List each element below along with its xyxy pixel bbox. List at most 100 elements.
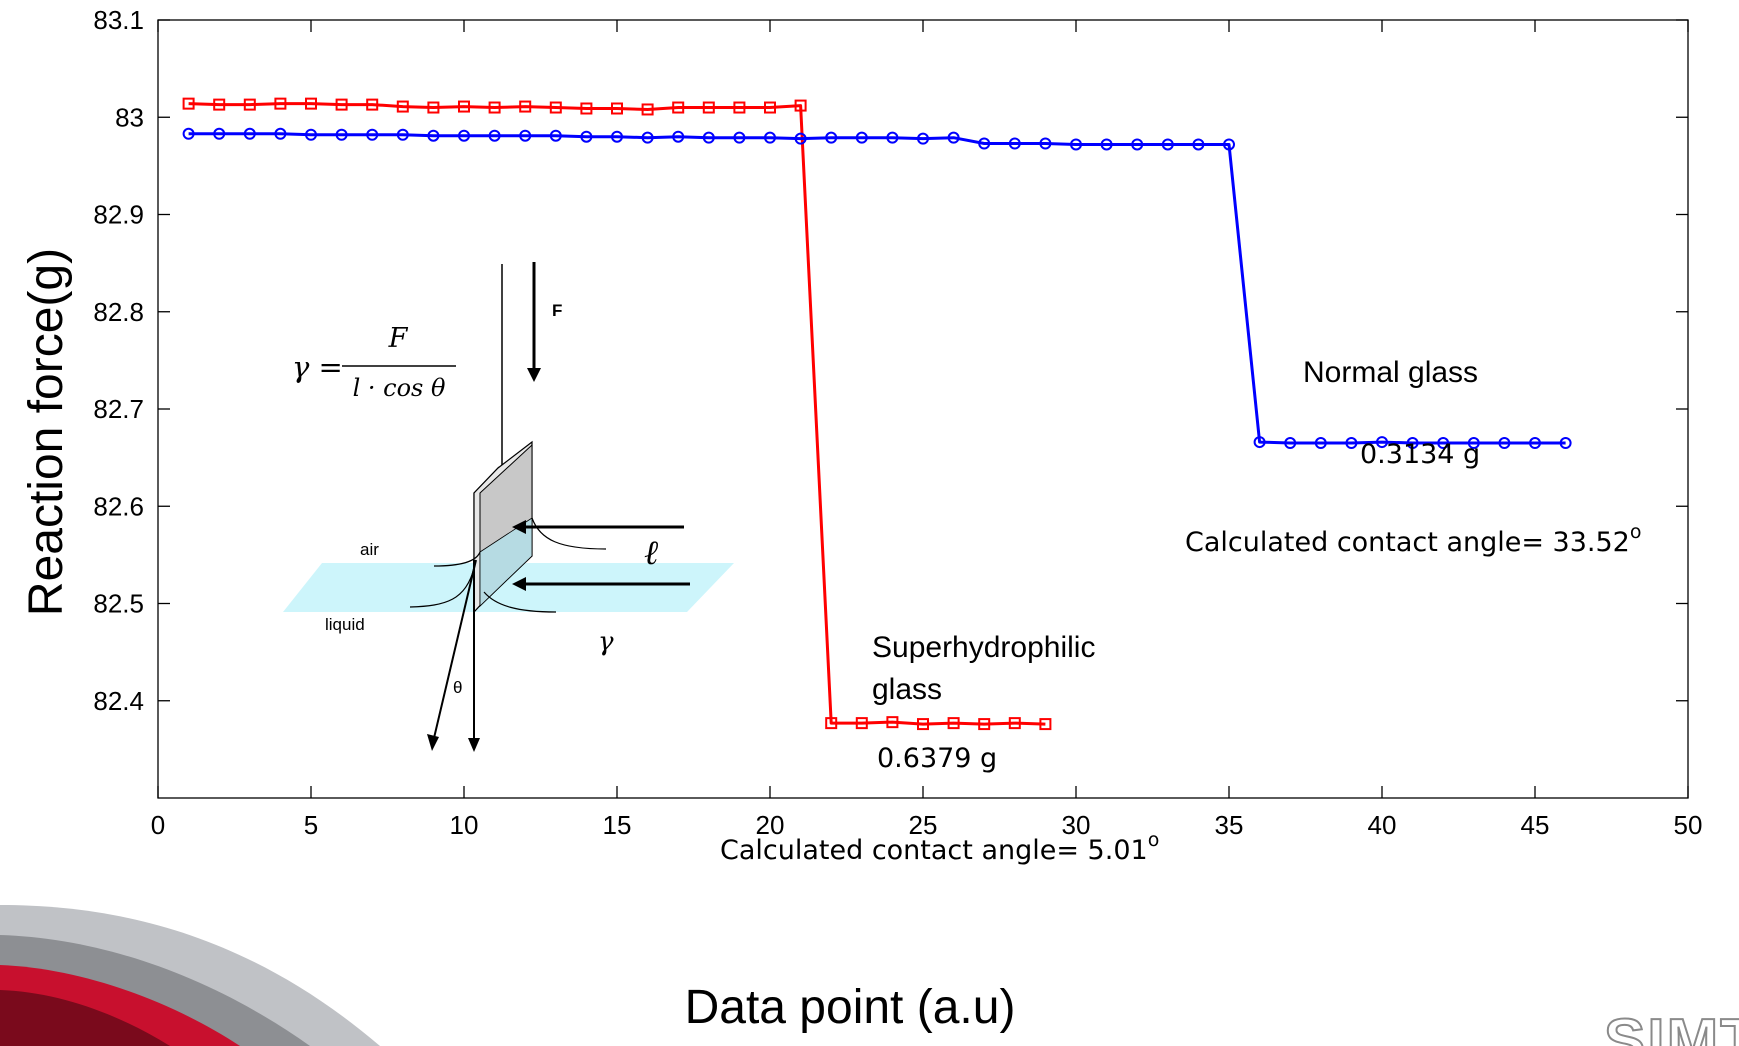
- data-point-square: [1039, 718, 1052, 731]
- annotations: Normal glass 0.3134 g Calculated contact…: [720, 356, 1641, 866]
- data-point-circle: [1376, 436, 1388, 449]
- normal-glass-contact-angle: Calculated contact angle= 33.52o: [1185, 521, 1641, 558]
- data-point-circle: [427, 129, 440, 142]
- meniscus-right: [531, 517, 607, 550]
- data-point-circle: [978, 137, 991, 150]
- y-tick-label: 83.1: [93, 5, 144, 35]
- data-point-circle: [641, 131, 654, 144]
- data-point-circle: [580, 130, 593, 143]
- wetted-region: [479, 517, 533, 607]
- y-axis-title: Reaction force(g): [20, 248, 73, 616]
- data-point-circle: [794, 132, 807, 145]
- normal-glass-force: 0.3134 g: [1360, 439, 1480, 470]
- data-point-circle: [611, 130, 623, 143]
- data-point-square: [488, 101, 501, 114]
- data-point-square: [978, 718, 991, 731]
- data-point-circle: [549, 129, 562, 142]
- x-axis-title: Data point (a.u): [685, 981, 1016, 1034]
- data-point-square: [702, 101, 715, 114]
- data-point-circle: [1559, 437, 1572, 450]
- length-arrow-top: [512, 520, 684, 534]
- data-point-circle: [305, 128, 317, 141]
- data-point-circle: [182, 127, 195, 140]
- y-tick-label: 82.7: [93, 394, 144, 424]
- y-tick-label: 82.8: [93, 297, 144, 327]
- data-point-square: [611, 102, 623, 115]
- data-point-circle: [519, 129, 532, 142]
- vertical-arrow: [468, 560, 480, 752]
- y-tick-label: 82.5: [93, 589, 144, 619]
- superhydrophilic-force: 0.6379 g: [877, 743, 997, 774]
- gamma-symbol: γ: [598, 627, 614, 657]
- angled-force-arrow: [427, 559, 477, 751]
- data-point-square: [458, 100, 470, 113]
- data-point-square: [672, 101, 685, 114]
- x-tick-label: 20: [756, 810, 785, 840]
- logo: SIMTECH: [1603, 1006, 1739, 1046]
- data-point-square: [855, 717, 868, 730]
- data-point-square: [213, 98, 226, 111]
- data-point-circle: [1100, 138, 1113, 151]
- contact-angle-inset-diagram: γ = F l · cos θ F ℓ: [283, 262, 734, 752]
- series-line: [188, 102, 1046, 726]
- data-point-circle: [1529, 437, 1541, 450]
- data-point-circle: [855, 131, 868, 144]
- series-1: [182, 127, 1572, 450]
- data-point-square: [519, 100, 532, 113]
- data-point-circle: [764, 131, 776, 144]
- force-arrow: [527, 262, 541, 382]
- normal-angle-text: Calculated contact angle= 33.52: [1185, 527, 1630, 558]
- data-point-circle: [1253, 436, 1266, 449]
- length-arrow-bottom: [512, 577, 690, 591]
- data-point-square: [335, 98, 348, 111]
- data-point-square: [549, 101, 562, 114]
- data-point-circle: [1039, 137, 1052, 150]
- data-point-circle: [1131, 138, 1144, 151]
- data-point-circle: [396, 128, 409, 141]
- y-axis-ticks: 82.4 82.5 82.6 82.7 82.8 82.9 83 83.1: [93, 5, 1688, 716]
- data-point-square: [794, 99, 807, 112]
- data-point-circle: [947, 131, 960, 144]
- y-tick-label: 82.9: [93, 200, 144, 230]
- y-tick-label: 83: [115, 102, 144, 132]
- super-angle-text: Calculated contact angle= 5.01: [720, 835, 1148, 866]
- x-tick-label: 5: [304, 810, 318, 840]
- meniscus-right-lower: [483, 591, 557, 613]
- data-point-circle: [733, 131, 746, 144]
- x-tick-label: 30: [1062, 810, 1091, 840]
- data-point-circle: [1008, 137, 1021, 150]
- data-point-circle: [1437, 437, 1450, 450]
- data-point-square: [243, 98, 256, 111]
- x-tick-label: 0: [151, 810, 165, 840]
- normal-angle-degree: o: [1630, 521, 1642, 543]
- data-point-circle: [672, 130, 685, 143]
- data-point-circle: [1223, 138, 1235, 151]
- data-point-square: [274, 97, 287, 110]
- data-point-square: [886, 716, 899, 729]
- data-point-square: [825, 717, 838, 730]
- data-point-circle: [886, 131, 899, 144]
- x-tick-label: 15: [603, 810, 632, 840]
- superhydrophilic-label-line1: Superhydrophilic: [872, 631, 1095, 664]
- series-layer: [182, 97, 1572, 731]
- data-point-circle: [335, 128, 348, 141]
- data-point-square: [182, 97, 195, 110]
- data-point-circle: [1070, 138, 1082, 151]
- data-point-circle: [825, 131, 838, 144]
- data-point-square: [305, 97, 317, 110]
- data-point-circle: [917, 132, 929, 145]
- super-angle-degree: o: [1148, 829, 1160, 851]
- x-tick-label: 50: [1674, 810, 1703, 840]
- data-point-square: [917, 718, 929, 731]
- x-axis-ticks: 0 5 10 15 20 25 30 35 40 45 50: [151, 20, 1703, 840]
- series-0: [182, 97, 1052, 731]
- formula-lhs: γ =: [292, 350, 343, 384]
- x-tick-label: 35: [1215, 810, 1244, 840]
- data-point-circle: [1498, 437, 1511, 450]
- force-label: F: [552, 301, 562, 320]
- x-tick-label: 40: [1368, 810, 1397, 840]
- series-line: [188, 132, 1566, 445]
- normal-glass-label: Normal glass: [1303, 356, 1478, 389]
- formula-numerator: F: [388, 323, 409, 354]
